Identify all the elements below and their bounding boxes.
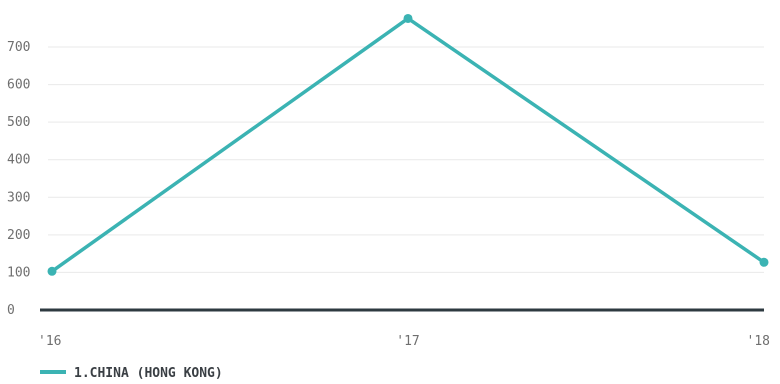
- y-tick-label-500: 500: [7, 115, 30, 130]
- x-tick-label-2: '18: [747, 334, 770, 349]
- grid-layer: [48, 46, 764, 273]
- legend-label: 1.CHINA (HONG KONG): [74, 366, 223, 380]
- y-axis-ticks: 0 100 200 300 400 500 600 700: [7, 40, 30, 318]
- series-line-0: [50, 16, 766, 274]
- y-tick-label-100: 100: [7, 265, 30, 280]
- y-tick-label-300: 300: [7, 190, 30, 205]
- x-tick-label-1: '17: [396, 334, 419, 349]
- x-axis-ticks: '16 '17 '18: [38, 334, 770, 349]
- y-tick-label-0: 0: [7, 303, 15, 318]
- legend[interactable]: 1.CHINA (HONG KONG): [40, 366, 223, 381]
- data-point-0-0: [47, 266, 57, 276]
- data-point-0-1: [403, 13, 413, 23]
- series-layer: [47, 13, 769, 276]
- y-tick-label-600: 600: [7, 78, 30, 93]
- y-tick-label-400: 400: [7, 153, 30, 168]
- x-tick-label-0: '16: [38, 334, 61, 349]
- data-point-0-2: [759, 257, 769, 267]
- y-tick-label-200: 200: [7, 228, 30, 243]
- y-tick-label-700: 700: [7, 40, 30, 55]
